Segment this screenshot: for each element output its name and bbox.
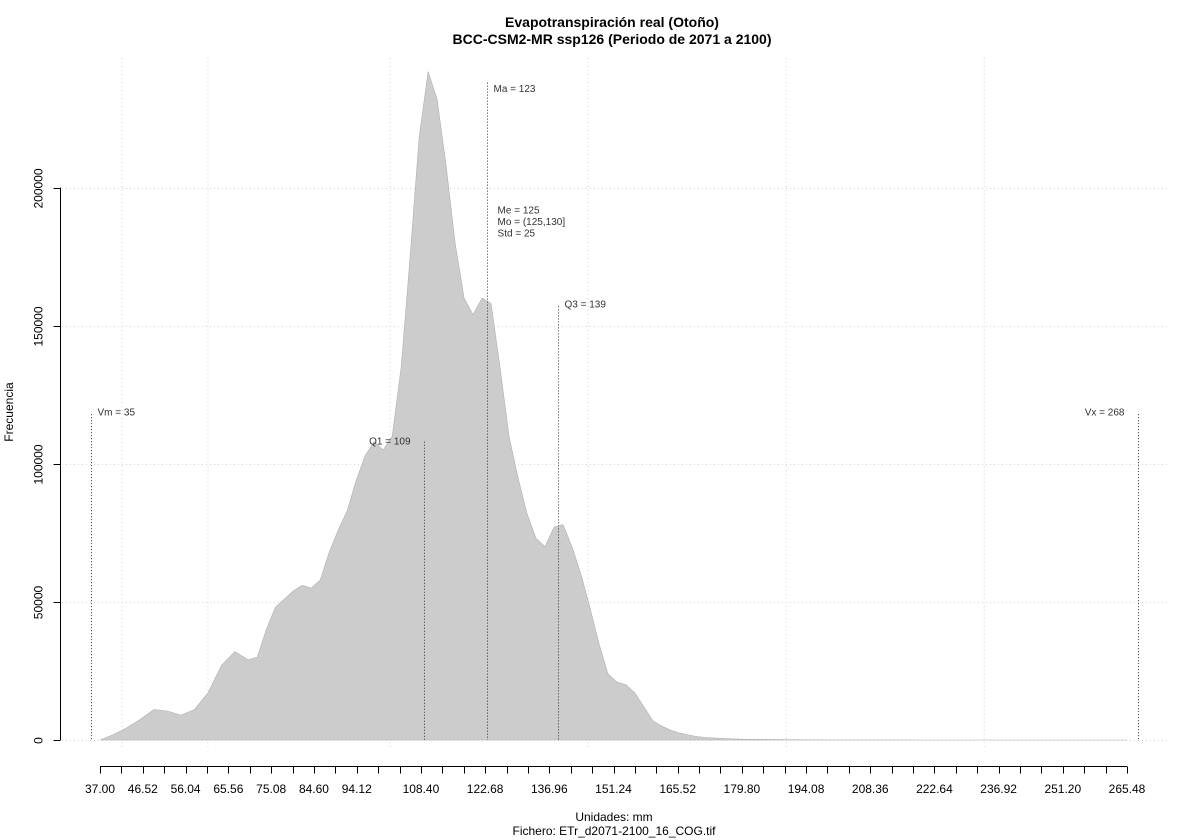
stats-line: Me = 125 bbox=[498, 205, 540, 216]
x-tick-label: 94.12 bbox=[342, 782, 372, 796]
x-tick-label: 65.56 bbox=[213, 782, 243, 796]
chart-subtitle: BCC-CSM2-MR ssp126 (Periodo de 2071 a 21… bbox=[453, 31, 772, 47]
x-tick-label: 236.92 bbox=[980, 782, 1017, 796]
annotation-label: Ma = 123 bbox=[494, 84, 536, 95]
y-axis-label: Frecuencia bbox=[2, 382, 16, 442]
annotation-label: Q3 = 139 bbox=[565, 300, 607, 311]
density-area bbox=[99, 71, 1127, 741]
stats-line: Mo = (125,130] bbox=[498, 217, 566, 228]
annotation-label: Vm = 35 bbox=[98, 407, 136, 418]
x-tick-label: 56.04 bbox=[171, 782, 201, 796]
x-tick-label: 75.08 bbox=[256, 782, 286, 796]
x-axis: 37.00 46.52 56.04 65.56 75.08 84.60 94.12 108.4… bbox=[85, 766, 1146, 796]
x-tick-label: 122.68 bbox=[467, 782, 504, 796]
x-tick-label: 194.08 bbox=[788, 782, 825, 796]
x-tick-label: 136.96 bbox=[531, 782, 568, 796]
x-tick-label: 84.60 bbox=[299, 782, 329, 796]
y-tick-label: 50000 bbox=[32, 585, 46, 619]
x-tick-label: 37.00 bbox=[85, 782, 115, 796]
x-tick-label: 108.40 bbox=[403, 782, 440, 796]
y-axis: 0 50000 100000 150000 200000 bbox=[32, 168, 61, 744]
x-tick-label: 251.20 bbox=[1044, 782, 1081, 796]
x-tick-label: 222.64 bbox=[916, 782, 953, 796]
y-tick-label: 200000 bbox=[32, 168, 46, 208]
grid bbox=[62, 58, 1170, 750]
stats-line: Std = 25 bbox=[498, 228, 536, 239]
x-tick-label: 165.52 bbox=[659, 782, 696, 796]
x-axis-label: Unidades: mm bbox=[575, 810, 652, 824]
x-tick-label: 151.24 bbox=[595, 782, 632, 796]
y-tick-label: 0 bbox=[32, 737, 46, 744]
x-tick-label: 179.80 bbox=[724, 782, 761, 796]
x-tick-label: 265.48 bbox=[1109, 782, 1146, 796]
chart-title: Evapotranspiración real (Otoño) bbox=[505, 14, 719, 30]
annotations: Vm = 35 Q1 = 109 Ma = 123 Q3 = 139 Vx = 268 bbox=[91, 82, 1139, 740]
x-tick-label: 208.36 bbox=[852, 782, 889, 796]
y-tick-label: 100000 bbox=[32, 444, 46, 484]
y-tick-label: 150000 bbox=[32, 306, 46, 346]
annotation-label: Vx = 268 bbox=[1085, 407, 1125, 418]
file-caption: Fichero: ETr_d2071-2100_16_COG.tif bbox=[513, 824, 717, 838]
x-tick-label: 46.52 bbox=[128, 782, 158, 796]
annotation-label: Q1 = 109 bbox=[369, 436, 411, 447]
